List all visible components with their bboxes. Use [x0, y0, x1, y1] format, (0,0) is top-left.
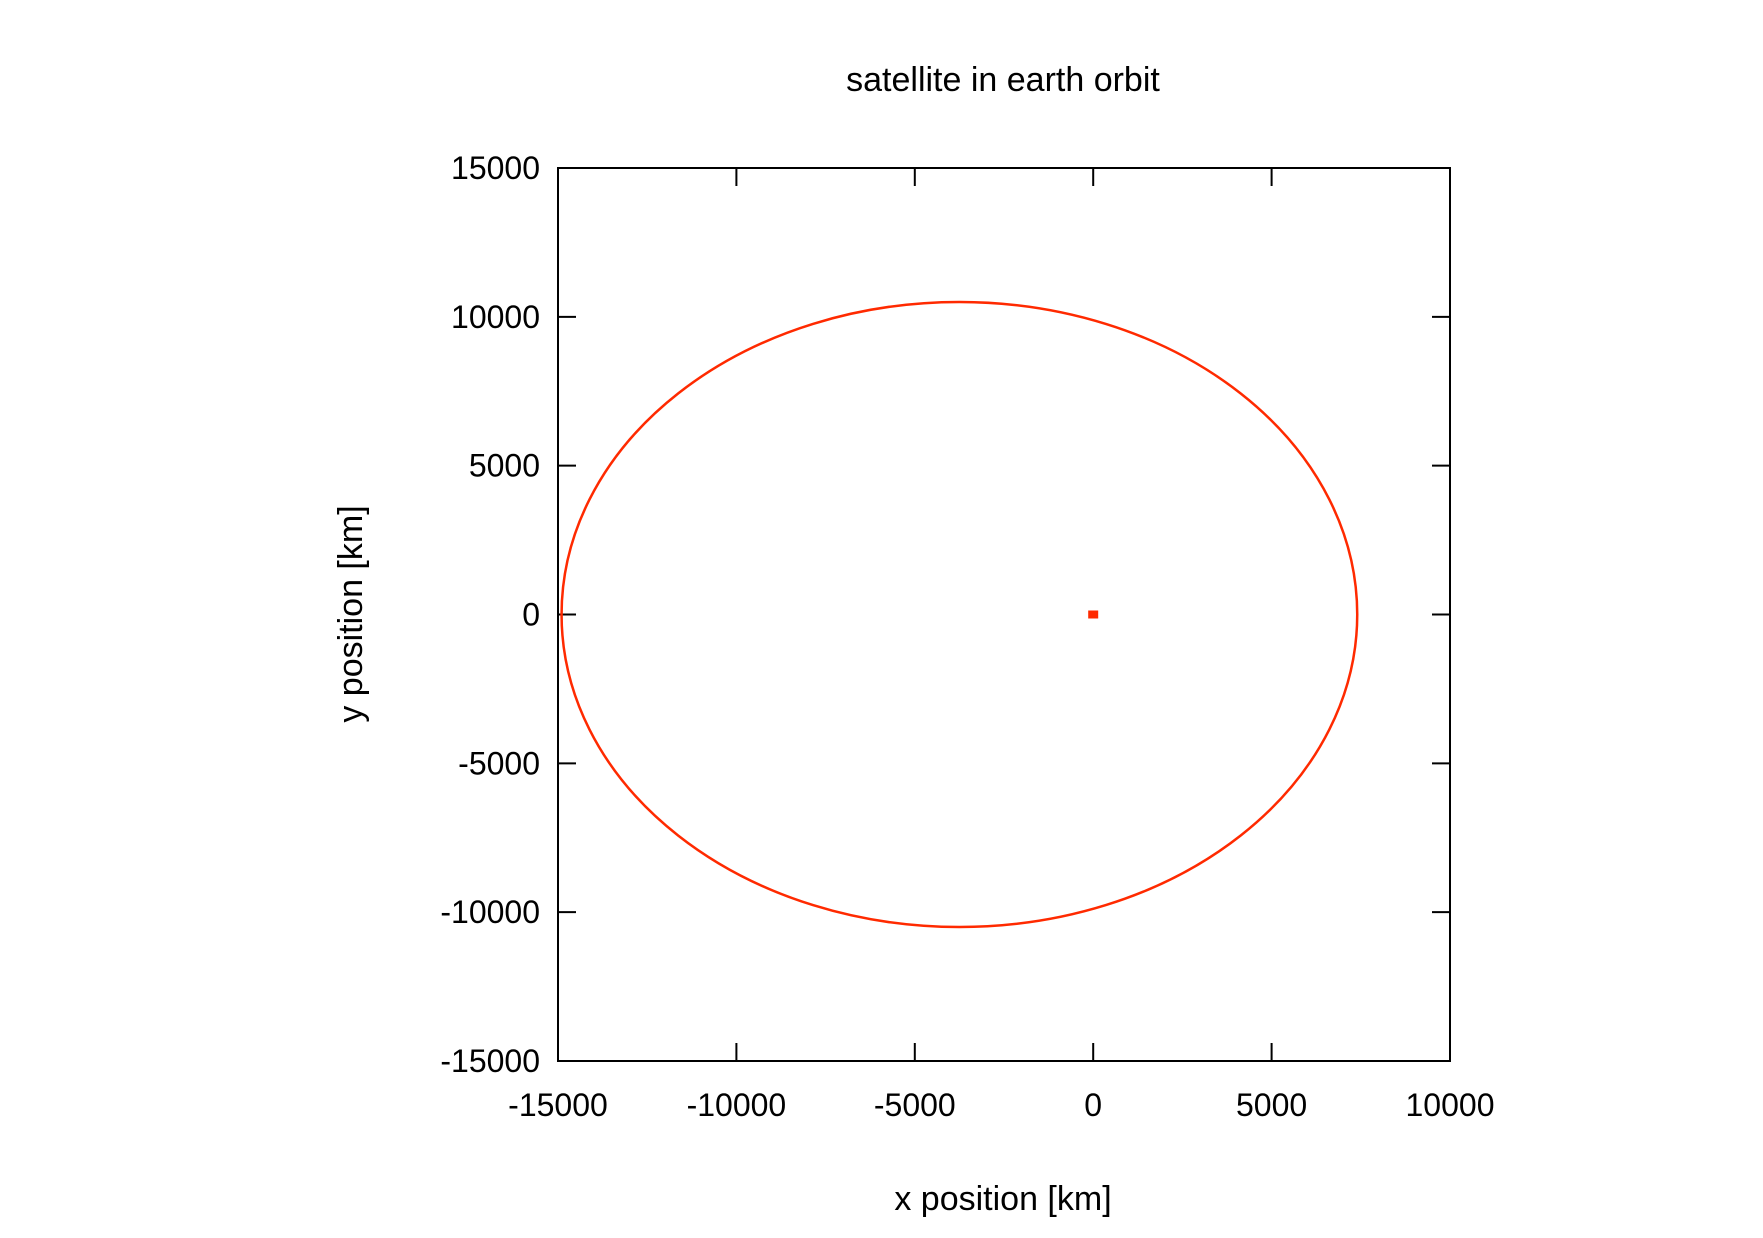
y-tick-label: 0 [522, 597, 540, 633]
x-tick-label: -5000 [874, 1087, 956, 1123]
x-tick-label: 5000 [1236, 1087, 1307, 1123]
axis-tick-labels: -15000 -10000 -5000 0 5000 10000 -15000 -10000 -… [440, 150, 1494, 1123]
x-tick-label: 10000 [1406, 1087, 1495, 1123]
x-tick-label: -15000 [508, 1087, 608, 1123]
plot-area [557, 167, 1451, 1062]
y-tick-label: 5000 [469, 448, 540, 484]
x-tick-label: 0 [1084, 1087, 1102, 1123]
axis-ticks [557, 167, 1451, 1062]
y-tick-label: 15000 [451, 150, 540, 186]
x-axis-label: x position [km] [894, 1180, 1111, 1218]
y-tick-label: -5000 [458, 745, 540, 781]
chart-title: satellite in earth orbit [846, 61, 1160, 99]
x-tick-label: -10000 [687, 1087, 787, 1123]
earth-center-point [1088, 610, 1099, 619]
y-tick-label: -10000 [440, 894, 540, 930]
y-tick-label: 10000 [451, 299, 540, 335]
y-tick-label: -15000 [440, 1043, 540, 1079]
plot-frame [557, 167, 1451, 1062]
y-axis-label: y position [km] [332, 505, 370, 722]
data-series [560, 300, 1359, 929]
orbit-trajectory [560, 300, 1359, 929]
